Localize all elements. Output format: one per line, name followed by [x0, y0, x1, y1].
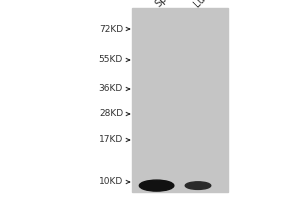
Text: Lung: Lung [192, 0, 217, 9]
Text: Spleen: Spleen [153, 0, 184, 9]
Text: 55KD: 55KD [99, 55, 123, 64]
Text: 28KD: 28KD [99, 110, 123, 118]
Text: 36KD: 36KD [99, 84, 123, 93]
Ellipse shape [139, 180, 174, 191]
Text: 10KD: 10KD [99, 178, 123, 186]
Ellipse shape [185, 182, 211, 189]
Bar [132, 8, 228, 192]
Text: 72KD: 72KD [99, 24, 123, 33]
Text: 17KD: 17KD [99, 136, 123, 144]
